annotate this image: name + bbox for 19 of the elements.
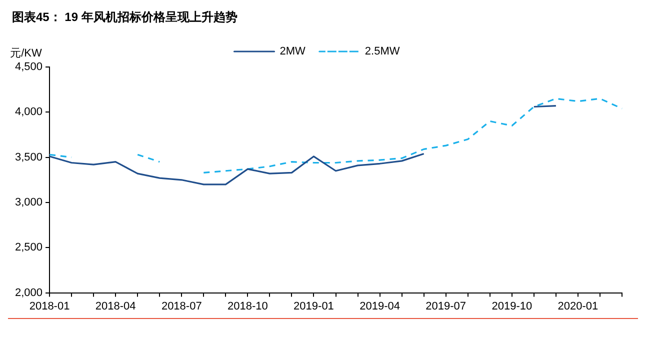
y-tick-label: 2,500 (14, 242, 43, 254)
y-tick-label: 3,000 (14, 196, 43, 209)
x-tick-label: 2018-04 (95, 300, 136, 312)
x-tick-label: 2020-01 (558, 300, 598, 312)
x-tick-label: 2018-01 (29, 300, 70, 312)
x-tick-label: 2019-01 (294, 300, 334, 312)
x-tick-label: 2018-07 (161, 300, 202, 312)
chart-title: 图表45： 19 年风机招标价格呈现上升趋势 (11, 9, 238, 26)
y-tick-label: 3,500 (14, 151, 43, 164)
y-tick-label: 4,000 (14, 106, 43, 118)
legend-label: 2MW (280, 46, 306, 58)
legend-label: 2.5MW (364, 46, 400, 58)
x-tick-label: 2019-07 (426, 300, 466, 312)
y-tick-label: 4,500 (14, 61, 43, 74)
x-tick-label: 2018-10 (228, 300, 268, 312)
x-tick-label: 2019-04 (360, 300, 400, 312)
y-tick-label: 2,000 (14, 286, 43, 299)
x-tick-label: 2019-10 (492, 300, 532, 312)
y-axis-title: 元/KW (10, 48, 42, 60)
